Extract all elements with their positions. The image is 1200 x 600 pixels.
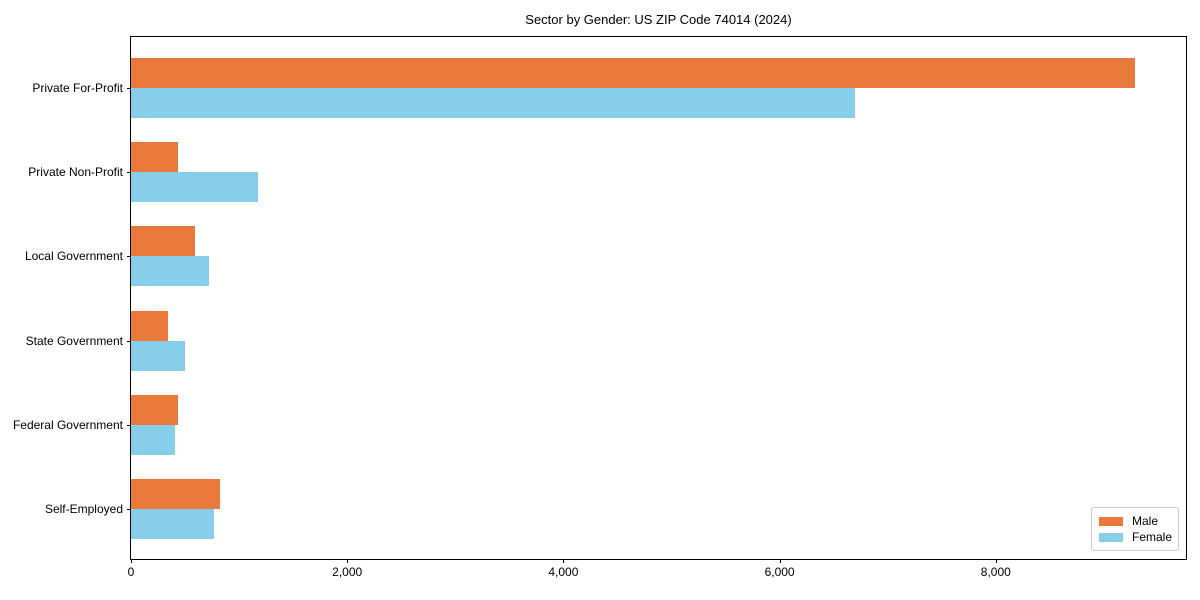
bar-female-private-non-profit [131,172,258,203]
x-tick-mark [563,559,565,563]
y-tick-mark [127,88,131,89]
x-tick-mark [131,559,132,563]
x-tick-label: 4,000 [548,565,579,579]
y-tick-mark [127,256,131,258]
legend: Male Female [1091,507,1179,551]
legend-entry-male: Male [1099,513,1171,529]
x-tick-label: 6,000 [764,565,795,579]
y-tick-mark [127,340,131,342]
bar-male-state-government [131,310,168,341]
bar-male-private-for-profit [131,58,1136,88]
x-tick-mark [995,559,997,563]
bar-female-state-government [131,340,185,371]
bar-female-private-for-profit [131,88,856,118]
bar-male-federal-government [131,394,178,425]
legend-swatch-male [1099,516,1123,526]
chart-title: Sector by Gender: US ZIP Code 74014 (202… [525,12,792,27]
x-tick-mark [347,559,349,563]
bar-female-self-employed [131,509,215,539]
legend-entry-female: Female [1099,529,1173,545]
y-tick-mark [127,424,131,426]
y-tick-label: Private Non-Profit [28,165,123,180]
bar-male-private-non-profit [131,142,178,173]
x-tick-label: 2,000 [332,565,363,579]
bar-female-federal-government [131,424,176,455]
bar-male-local-government [131,226,195,257]
x-tick-mark [779,559,781,563]
y-tick-label: Federal Government [12,417,123,432]
bar-female-local-government [131,256,209,287]
y-tick-label: State Government [25,333,123,348]
x-tick-label: 0 [127,565,135,579]
y-tick-mark [127,172,131,174]
plot-area: Private For-Profit Private Non-Profit Loca… [13,36,1187,578]
legend-swatch-female [1099,532,1123,542]
y-tick-label: Private For-Profit [32,81,123,95]
x-tick-label: 8,000 [980,565,1011,579]
y-tick-label: Self-Employed [44,502,123,516]
y-tick-label: Local Government [24,249,123,264]
legend-label-female: Female [1132,530,1173,544]
bar-male-self-employed [131,479,220,509]
y-tick-mark [127,509,131,510]
legend-label-male: Male [1132,514,1159,528]
